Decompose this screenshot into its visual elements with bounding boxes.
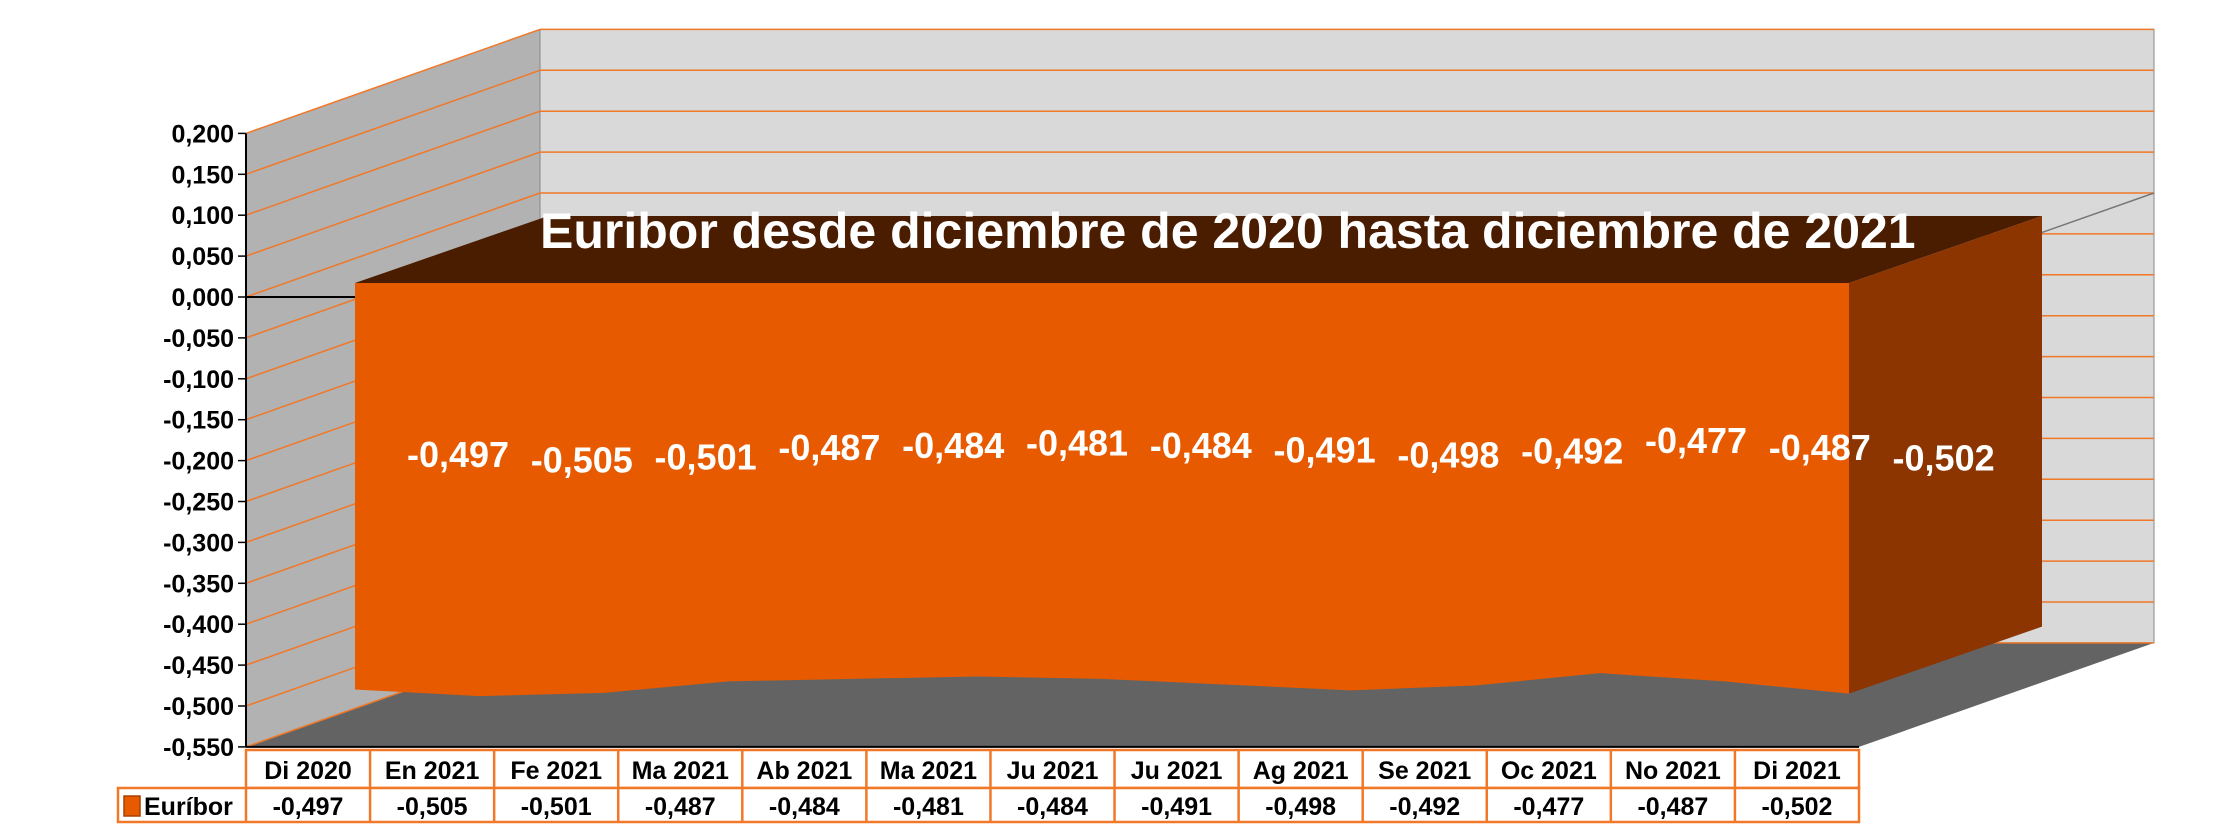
table-value: -0,498 [1265,793,1336,821]
y-tick-label: -0,300 [163,529,234,557]
table-value: -0,487 [1637,793,1708,821]
table-value: -0,487 [645,793,716,821]
series-euribor [355,216,2042,697]
table-data-row [116,786,1861,824]
category-label: Oc 2021 [1501,757,1597,785]
chart-title: Euribor desde diciembre de 2020 hasta di… [540,203,1916,259]
area-front-face [355,283,1849,697]
y-axis-ticks: 0,200 0,150 0,100 0,050 0,000 -0,050 -0,100 -0,… [163,120,234,762]
table-value: -0,491 [1141,793,1212,821]
y-tick-label: 0,100 [171,202,234,230]
data-label: -0,487 [778,427,880,468]
category-label: Ma 2021 [880,757,977,785]
gridline-side [245,110,541,216]
y-tick-label: -0,200 [163,448,234,476]
category-label: Fe 2021 [510,757,602,785]
table-value: -0,497 [273,793,344,821]
y-tick-label: 0,050 [171,243,234,271]
data-label: -0,505 [531,440,633,481]
y-tick-label: 0,150 [171,161,234,189]
data-label: -0,484 [902,425,1004,466]
category-label: Ju 2021 [1007,757,1099,785]
category-label: Di 2020 [264,757,352,785]
gridline-side [245,69,541,176]
category-label: Di 2021 [1753,757,1841,785]
category-label: En 2021 [385,757,480,785]
data-label: -0,497 [407,434,509,475]
category-label: Ag 2021 [1253,757,1349,785]
y-tick-label: -0,050 [163,325,234,353]
table-value: -0,492 [1389,793,1460,821]
y-tick-label: -0,250 [163,489,234,517]
table-value: -0,484 [1017,793,1088,821]
category-label: Ab 2021 [756,757,852,785]
y-tick-label: -0,100 [163,366,234,394]
category-label: Ju 2021 [1131,757,1223,785]
data-label: -0,481 [1026,423,1128,464]
table-value: -0,502 [1762,793,1833,821]
data-label: -0,498 [1397,435,1499,476]
category-label: Ma 2021 [632,757,729,785]
y-tick-label: -0,450 [163,652,234,680]
table-value: -0,501 [521,793,592,821]
data-table: Euríbor Di 2020 -0,497 En 2021 -0,505 Fe 2021… [116,748,1861,824]
gridline-side [245,28,541,135]
area-top-face [355,216,2042,283]
data-label: -0,491 [1274,430,1376,471]
category-label: Se 2021 [1378,757,1471,785]
data-label: -0,501 [655,437,757,478]
y-tick-label: 0,200 [171,120,234,148]
data-label: -0,502 [1893,437,1995,478]
table-header-row [244,748,1861,790]
table-value: -0,477 [1513,793,1584,821]
legend-key-icon [123,795,141,817]
data-label: -0,492 [1521,430,1623,471]
y-tick-label: -0,400 [163,611,234,639]
y-tick-label: 0,000 [171,284,234,312]
table-value: -0,484 [769,793,840,821]
gridline-side [245,151,541,257]
legend-label: Euríbor [144,793,233,821]
y-tick-label: -0,150 [163,407,234,435]
data-label: -0,487 [1769,427,1871,468]
data-label: -0,484 [1150,425,1252,466]
data-label: -0,477 [1645,420,1747,461]
table-value: -0,481 [893,793,964,821]
gridline-side [245,192,541,298]
y-tick-label: -0,550 [163,734,234,762]
y-tick-label: -0,500 [163,693,234,721]
y-tick-label: -0,350 [163,570,234,598]
data-labels: -0,497 -0,505 -0,501 -0,487 -0,484 -0,481 -0,4… [407,420,1995,481]
category-label: No 2021 [1625,757,1721,785]
area-side-face [1849,216,2042,694]
table-value: -0,505 [397,793,468,821]
